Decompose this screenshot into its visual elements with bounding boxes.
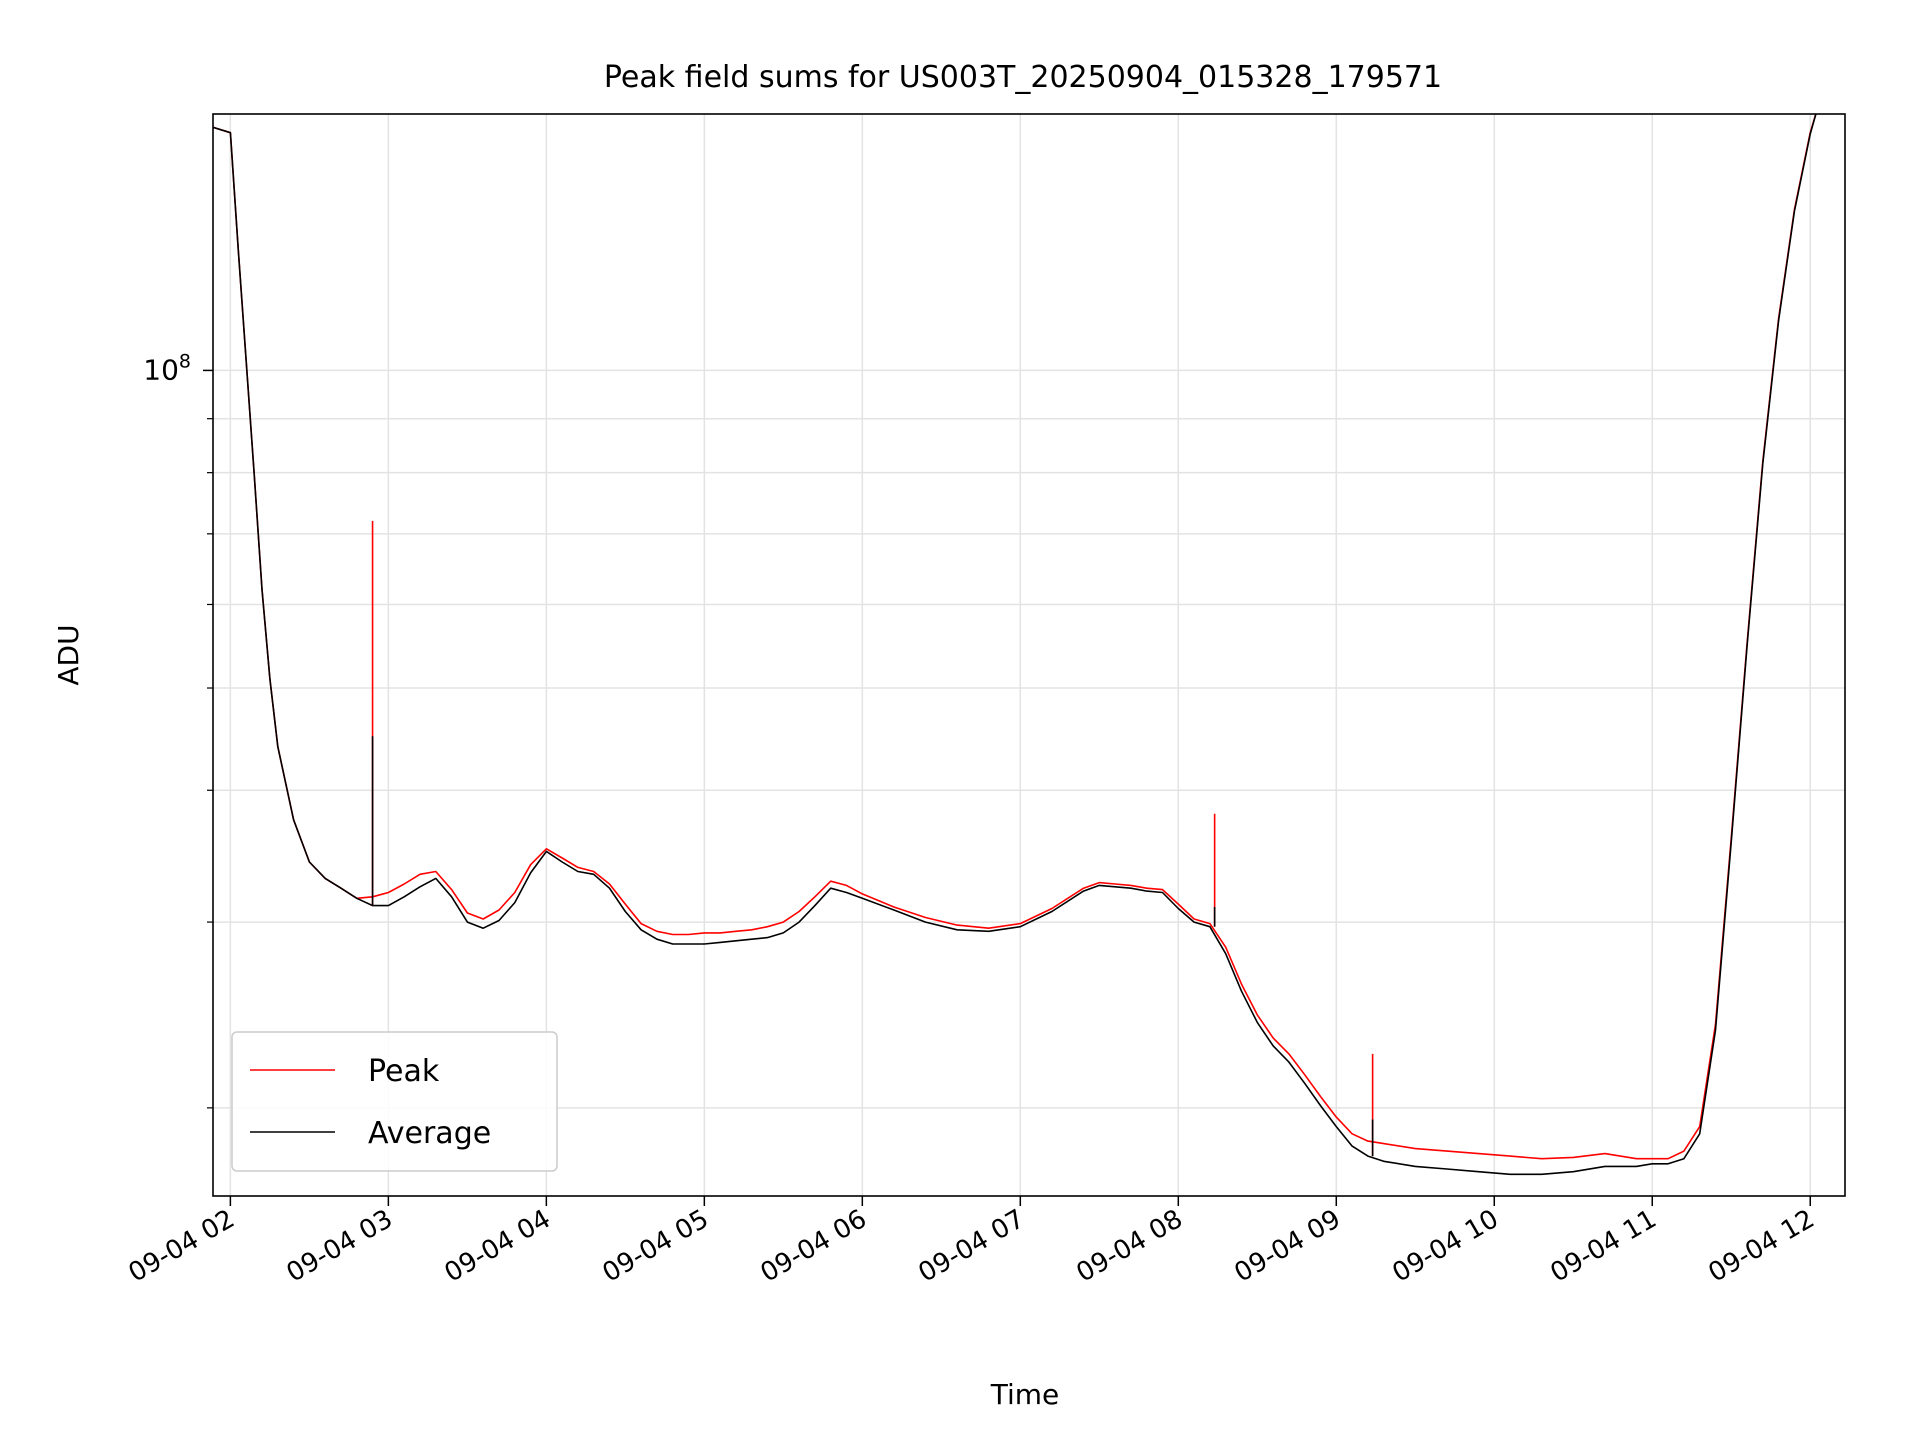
legend-peak-label: Peak xyxy=(368,1054,440,1089)
x-axis-label: Time xyxy=(990,1378,1060,1411)
series-lines xyxy=(213,114,1817,1176)
legend-average-label: Average xyxy=(368,1116,491,1151)
x-tick-label: 09-04 08 xyxy=(1072,1204,1188,1288)
legend-box xyxy=(231,1031,558,1172)
x-tick-label: 09-04 10 xyxy=(1388,1204,1504,1288)
plot-frame xyxy=(212,113,1846,1197)
y-axis-label: ADU xyxy=(52,624,85,685)
x-tick-label: 09-04 11 xyxy=(1546,1204,1662,1288)
x-tick-label: 09-04 05 xyxy=(598,1204,714,1288)
x-tick-label: 09-04 02 xyxy=(124,1204,240,1288)
chart-title: Peak field sums for US003T_20250904_0153… xyxy=(604,60,1442,95)
x-tick-label: 09-04 04 xyxy=(440,1204,556,1288)
x-tick-label: 09-04 07 xyxy=(914,1204,1030,1288)
series-line-peak xyxy=(213,114,1817,1160)
legend: Peak Average xyxy=(231,1031,558,1172)
x-tick-label: 09-04 06 xyxy=(756,1204,872,1288)
y-tick-label-exponent: 8 xyxy=(179,350,191,372)
y-axis-ticks: 108 xyxy=(143,350,213,1109)
y-tick-label-base: 10 xyxy=(143,353,179,386)
x-axis-ticks: 09-04 02 09-04 03 09-04 04 09-04 05 09-04 06… xyxy=(124,1196,1820,1289)
x-tick-label: 09-04 12 xyxy=(1703,1204,1819,1288)
series-line-average xyxy=(213,114,1817,1176)
y-tick-label: 108 xyxy=(143,350,191,386)
x-tick-label: 09-04 03 xyxy=(282,1204,398,1288)
x-tick-label: 09-04 09 xyxy=(1230,1204,1346,1288)
